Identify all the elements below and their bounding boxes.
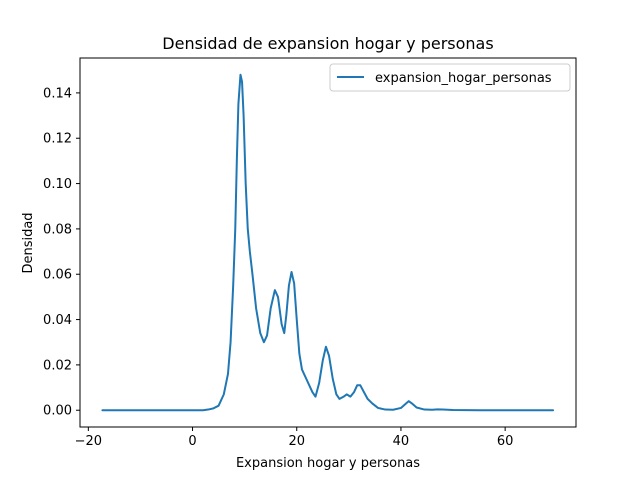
x-axis-label: Expansion hogar y personas: [236, 456, 420, 471]
y-tick-label: 0.08: [43, 222, 72, 237]
x-tick-label: −20: [75, 434, 102, 449]
y-axis-ticks: 0.00 0.02 0.04 0.06 0.08 0.10 0.12 0.14: [43, 86, 80, 419]
plot-area: [101, 73, 555, 412]
y-tick-label: 0.02: [43, 358, 72, 373]
x-tick-label: 60: [497, 434, 514, 449]
legend-label: expansion_hogar_personas: [375, 71, 552, 86]
legend-box: [329, 63, 571, 92]
y-tick-label: 0.04: [43, 313, 72, 328]
x-tick-label: 20: [288, 434, 305, 449]
y-tick-label: 0.14: [43, 86, 72, 101]
y-tick-label: 0.00: [43, 404, 72, 419]
x-axis-ticks: −20 0 20 40 60: [75, 427, 514, 449]
legend: expansion_hogar_personas: [329, 63, 571, 92]
x-tick-label: 40: [393, 434, 410, 449]
y-tick-label: 0.06: [43, 268, 72, 283]
y-tick-label: 0.12: [43, 132, 72, 147]
axes-frame: [79, 57, 577, 428]
chart-title: Densidad de expansion hogar y personas: [162, 34, 493, 53]
density-line: [101, 73, 555, 412]
x-tick-label: 0: [188, 434, 196, 449]
y-tick-label: 0.10: [43, 177, 72, 192]
y-axis-label: Densidad: [21, 212, 36, 273]
